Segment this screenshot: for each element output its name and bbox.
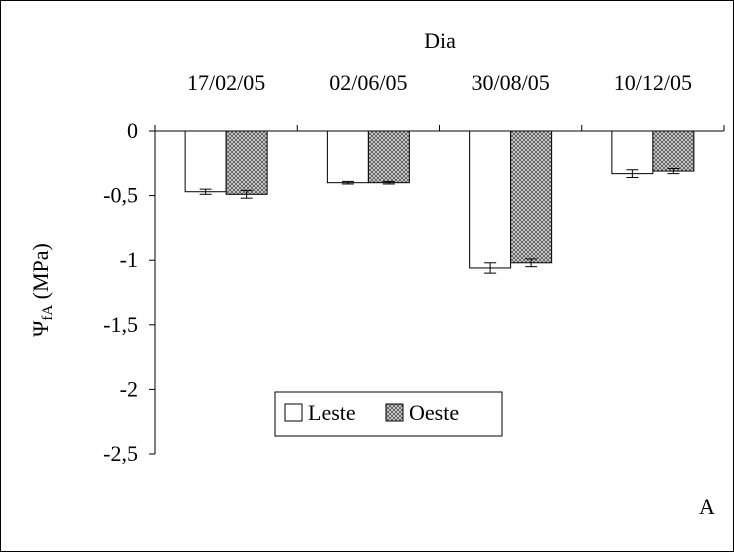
y-ticks (149, 130, 155, 455)
y-axis-label-subscript: fA (40, 305, 56, 321)
y-tick-label: -0,5 (103, 183, 138, 208)
x-tick-labels: 17/02/05 02/06/05 30/08/05 10/12/05 (187, 70, 692, 95)
error-bar-oeste-1 (240, 189, 253, 199)
error-bar-leste-1 (199, 188, 212, 195)
bar-oeste-2 (367, 130, 410, 184)
y-tick-label: -1,5 (103, 312, 138, 337)
panel-letter: A (699, 494, 715, 519)
y-axis-label-unit: (MPa) (28, 243, 53, 305)
error-bar-leste-2 (341, 180, 354, 185)
error-bar-leste-4 (626, 169, 639, 179)
chart-title: Dia (424, 28, 456, 53)
bar-oeste-4 (652, 130, 695, 172)
bar-oeste-1 (225, 130, 268, 195)
bar-leste-1 (184, 130, 227, 193)
y-axis-label-symbol: Ψ (28, 320, 53, 337)
bar-oeste-3 (510, 130, 553, 264)
error-bar-oeste-2 (382, 180, 395, 185)
x-tick-label: 02/06/05 (329, 70, 407, 95)
legend-swatch-leste (284, 403, 303, 422)
x-ticks (154, 125, 725, 131)
bar-leste-3 (469, 130, 512, 269)
y-tick-label: 0 (127, 118, 138, 143)
y-tick-label: -2,5 (103, 441, 138, 466)
error-bar-oeste-4 (667, 167, 680, 175)
y-tick-label: -1 (120, 247, 138, 272)
y-tick-labels: 0 -0,5 -1 -1,5 -2 -2,5 (103, 118, 138, 466)
y-tick-label: -2 (120, 376, 138, 401)
y-axis-label: ΨfA (MPa) (28, 243, 56, 337)
bar-leste-2 (326, 130, 369, 184)
legend: Leste Oeste (274, 391, 503, 437)
legend-label-leste: Leste (308, 400, 356, 425)
legend-swatch-oeste (385, 403, 404, 422)
x-tick-label: 10/12/05 (614, 70, 692, 95)
error-bar-leste-3 (484, 262, 497, 274)
legend-label-oeste: Oeste (409, 400, 459, 425)
bars (184, 130, 695, 274)
x-tick-label: 30/08/05 (472, 70, 550, 95)
error-bar-oeste-3 (525, 258, 538, 268)
x-tick-label: 17/02/05 (187, 70, 265, 95)
bar-leste-4 (611, 130, 654, 175)
